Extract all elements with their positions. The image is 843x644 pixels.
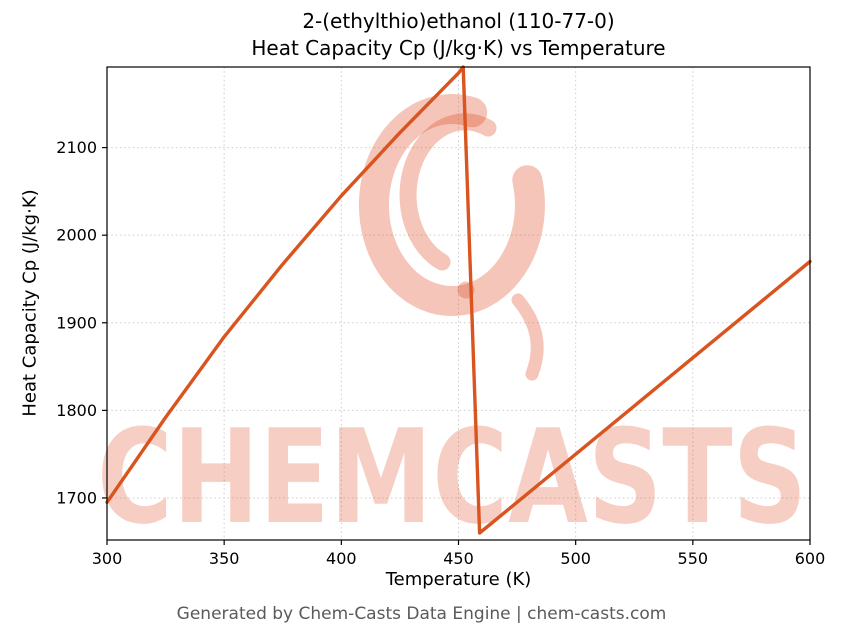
x-tick-label-400: 400 <box>326 549 357 568</box>
y-tick-label-1700: 1700 <box>56 488 97 507</box>
x-axis-label: Temperature (K) <box>385 569 532 590</box>
y-tick-label-2000: 2000 <box>56 226 97 245</box>
y-tick-label-1800: 1800 <box>56 401 97 420</box>
x-tick-label-450: 450 <box>443 549 474 568</box>
x-tick-label-500: 500 <box>560 549 591 568</box>
watermark-logo-tail <box>511 293 544 381</box>
x-tick-label-550: 550 <box>678 549 709 568</box>
y-tick-label-2100: 2100 <box>56 138 97 157</box>
cp-data-line <box>105 65 812 535</box>
x-tick-label-350: 350 <box>209 549 240 568</box>
watermark-logo-hook <box>399 113 497 271</box>
footer-credit: Generated by Chem-Casts Data Engine | ch… <box>176 604 667 624</box>
chart-title-line2: Heat Capacity Cp (J/kg·K) vs Temperature <box>251 36 666 60</box>
x-tick-label-600: 600 <box>795 549 826 568</box>
chart-title-line1: 2-(ethylthio)ethanol (110-77-0) <box>302 9 615 33</box>
x-tick-label-300: 300 <box>92 549 123 568</box>
chart-title: 2-(ethylthio)ethanol (110-77-0) Heat Cap… <box>107 8 810 62</box>
watermark-text: CHEMCASTS <box>97 401 807 553</box>
y-tick-label-1900: 1900 <box>56 313 97 332</box>
